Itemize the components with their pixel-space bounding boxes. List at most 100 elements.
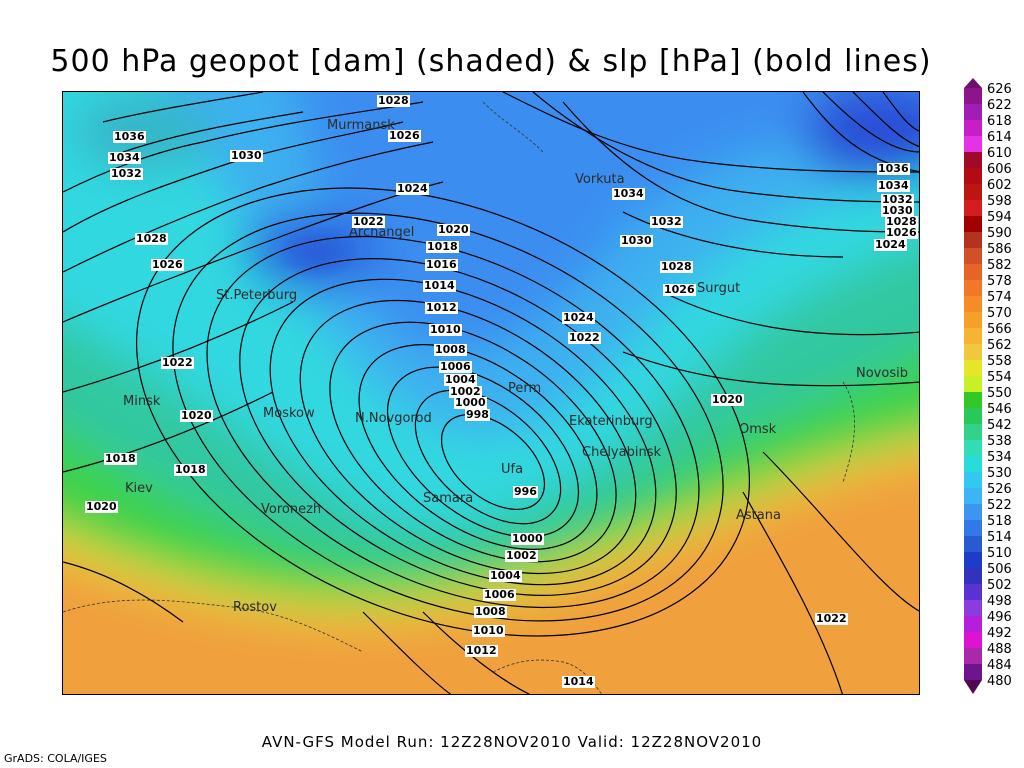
software-credit: GrADS: COLA/IGES <box>4 752 107 765</box>
isobar-label: 1000 <box>454 396 487 409</box>
isobar-label: 1018 <box>174 463 207 476</box>
colorbar-swatch <box>964 104 982 120</box>
colorbar-label: 492 <box>987 626 1012 641</box>
city-label: Kiev <box>125 481 153 496</box>
colorbar-swatch <box>964 376 982 392</box>
colorbar-swatch <box>964 536 982 552</box>
isobar-label: 1036 <box>113 130 146 143</box>
colorbar-swatch <box>964 424 982 440</box>
colorbar-label: 522 <box>987 498 1012 513</box>
colorbar-swatch <box>964 152 982 168</box>
colorbar: 626 622 618 614 610 606 602 598 594 590 … <box>962 78 1024 694</box>
city-label: Archangel <box>349 225 415 240</box>
city-label: St.Peterburg <box>216 288 298 303</box>
colorbar-swatch <box>964 168 982 184</box>
isobar-label: 1010 <box>429 323 462 336</box>
colorbar-label: 526 <box>987 482 1012 497</box>
colorbar-swatches <box>964 78 982 694</box>
colorbar-label: 554 <box>987 370 1012 385</box>
isobar-label: 1034 <box>108 151 141 164</box>
colorbar-label: 480 <box>987 674 1012 689</box>
colorbar-label: 542 <box>987 418 1012 433</box>
isobar-label: 1034 <box>612 187 645 200</box>
isobar-label: 1026 <box>663 283 696 296</box>
isobar-label: 1024 <box>562 311 595 324</box>
colorbar-swatch <box>964 360 982 376</box>
colorbar-swatch <box>964 280 982 296</box>
isobar-label: 1006 <box>483 588 516 601</box>
isobar-label: 1022 <box>161 356 194 369</box>
isobar-label: 1004 <box>489 569 522 582</box>
isobar-label: 1028 <box>660 260 693 273</box>
isobar-label: 1032 <box>650 215 683 228</box>
isobar-label: 1020 <box>180 409 213 422</box>
isobar-label: 1004 <box>444 373 477 386</box>
colorbar-label: 626 <box>987 82 1012 97</box>
map-canvas <box>63 92 919 694</box>
colorbar-swatch <box>964 136 982 152</box>
colorbar-swatch <box>964 568 982 584</box>
city-label: Astana <box>736 508 781 523</box>
isobar-label: 1018 <box>104 452 137 465</box>
isobar-label: 1014 <box>562 675 595 688</box>
geopotential-shading <box>63 92 919 694</box>
isobar-label: 1010 <box>472 624 505 637</box>
isobar-label: 1026 <box>151 258 184 271</box>
colorbar-label: 598 <box>987 194 1012 209</box>
isobar-label: 1014 <box>423 279 456 292</box>
isobar-label: 1026 <box>885 226 918 239</box>
weather-map: Murmansk Vorkuta Archangel St.Peterburg … <box>62 91 920 695</box>
colorbar-label: 582 <box>987 258 1012 273</box>
colorbar-swatch <box>964 120 982 136</box>
city-label: Moskow <box>263 406 315 421</box>
colorbar-label: 496 <box>987 610 1012 625</box>
isobar-label: 1030 <box>620 234 653 247</box>
colorbar-label: 566 <box>987 322 1012 337</box>
colorbar-swatch <box>964 504 982 520</box>
isobar-label: 1030 <box>881 204 914 217</box>
colorbar-label: 586 <box>987 242 1012 257</box>
colorbar-label: 506 <box>987 562 1012 577</box>
colorbar-label: 618 <box>987 114 1012 129</box>
isobar-label: 1032 <box>110 167 143 180</box>
colorbar-swatch <box>964 472 982 488</box>
trough-core <box>278 224 358 280</box>
colorbar-label: 484 <box>987 658 1012 673</box>
city-label: Omsk <box>739 422 777 437</box>
colorbar-label: 510 <box>987 546 1012 561</box>
isobar-label: 1008 <box>434 343 467 356</box>
colorbar-swatch <box>964 680 982 694</box>
colorbar-label: 538 <box>987 434 1012 449</box>
colorbar-swatch <box>964 264 982 280</box>
city-label: N.Novgorod <box>355 411 432 426</box>
isobar-label: 1020 <box>711 393 744 406</box>
colorbar-label: 502 <box>987 578 1012 593</box>
isobar-label: 1032 <box>881 193 914 206</box>
colorbar-label: 534 <box>987 450 1012 465</box>
colorbar-label: 610 <box>987 146 1012 161</box>
colorbar-label: 518 <box>987 514 1012 529</box>
isobar-label: 996 <box>513 485 538 498</box>
isobar-label: 1036 <box>877 162 910 175</box>
isobar-label: 1028 <box>135 232 168 245</box>
colorbar-swatch <box>964 232 982 248</box>
isobar-label: 1016 <box>425 258 458 271</box>
colorbar-label: 488 <box>987 642 1012 657</box>
isobar-label: 1020 <box>437 223 470 236</box>
isobar-label: 1002 <box>505 549 538 562</box>
colorbar-swatch <box>964 344 982 360</box>
colorbar-label: 550 <box>987 386 1012 401</box>
colorbar-swatch <box>964 408 982 424</box>
isobar-label: 1008 <box>474 605 507 618</box>
colorbar-label: 558 <box>987 354 1012 369</box>
isobar-label: 1002 <box>449 385 482 398</box>
city-label: Chelyabinsk <box>582 445 661 460</box>
isobar-label: 1022 <box>352 215 385 228</box>
colorbar-swatch <box>964 664 982 680</box>
colorbar-label: 514 <box>987 530 1012 545</box>
colorbar-swatch <box>964 392 982 408</box>
city-label: Rostov <box>233 600 277 615</box>
city-label: Voronezh <box>261 502 322 517</box>
city-label: Murmansk <box>327 118 395 133</box>
city-label: Vorkuta <box>575 172 625 187</box>
